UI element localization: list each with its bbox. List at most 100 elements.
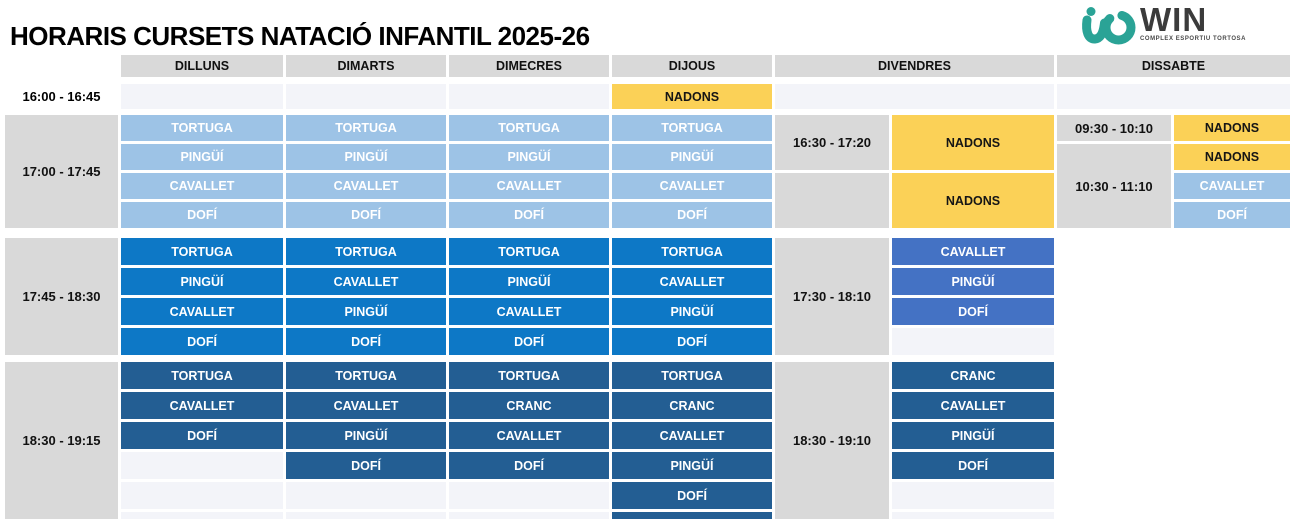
- course-cell: CAVALLET: [121, 298, 283, 325]
- time-cell: 17:45 - 18:30: [5, 238, 118, 355]
- course-cell: DOFÍ: [449, 328, 609, 355]
- course-cell: PINGÜÍ: [892, 422, 1054, 449]
- course-cell: TORTUGA: [449, 362, 609, 389]
- empty-cell: [449, 482, 609, 509]
- win-logo: WIN COMPLEX ESPORTIU TORTOSA: [1080, 1, 1246, 46]
- course-cell: DOFÍ: [449, 452, 609, 479]
- day-header: DIVENDRES: [775, 55, 1054, 77]
- course-cell: TORTUGA: [449, 238, 609, 265]
- course-cell: TORTUGA: [612, 238, 772, 265]
- empty-cell: [286, 512, 446, 519]
- course-cell: CAVALLET: [612, 422, 772, 449]
- course-cell: DOFÍ: [612, 328, 772, 355]
- course-cell: PINGÜÍ: [449, 268, 609, 295]
- time-cell: 10:30 - 11:10: [1057, 144, 1171, 228]
- course-cell: CRANC: [612, 392, 772, 419]
- course-cell: CAVALLET: [449, 173, 609, 199]
- course-cell: DOFÍ: [286, 452, 446, 479]
- course-cell: DOFÍ: [612, 202, 772, 228]
- course-cell: TORTUGA: [286, 238, 446, 265]
- course-cell: PINGÜÍ: [121, 268, 283, 295]
- course-cell: TORTUGA: [121, 362, 283, 389]
- course-cell: PINGÜÍ: [121, 144, 283, 170]
- course-cell: TORTUGA: [612, 115, 772, 141]
- empty-cell: [121, 84, 283, 109]
- course-cell: CAVALLET: [449, 422, 609, 449]
- course-cell: TORTUGA: [286, 115, 446, 141]
- logo-subtitle: COMPLEX ESPORTIU TORTOSA: [1140, 36, 1246, 43]
- course-cell: DOFÍ: [892, 452, 1054, 479]
- empty-cell: [612, 512, 772, 519]
- course-cell: TORTUGA: [449, 115, 609, 141]
- time-cell: 18:30 - 19:10: [775, 362, 889, 519]
- course-cell: NADONS: [892, 115, 1054, 170]
- course-cell: CAVALLET: [121, 173, 283, 199]
- day-header: DIMECRES: [449, 55, 609, 77]
- course-cell: CAVALLET: [121, 392, 283, 419]
- course-cell: NADONS: [612, 84, 772, 109]
- day-header: DILLUNS: [121, 55, 283, 77]
- time-cell: 16:00 - 16:45: [22, 89, 101, 104]
- course-cell: CAVALLET: [286, 173, 446, 199]
- day-header: DISSABTE: [1057, 55, 1290, 77]
- time-cell: 17:30 - 18:10: [775, 238, 889, 355]
- course-cell: CRANC: [449, 392, 609, 419]
- empty-cell: [892, 482, 1054, 509]
- course-cell: DOFÍ: [286, 328, 446, 355]
- course-cell: NADONS: [1174, 115, 1290, 141]
- course-cell: NADONS: [892, 173, 1054, 228]
- empty-cell: [121, 482, 283, 509]
- course-cell: TORTUGA: [286, 362, 446, 389]
- course-cell: CAVALLET: [1174, 173, 1290, 199]
- empty-cell: [1057, 84, 1290, 109]
- empty-cell: [892, 512, 1054, 519]
- empty-cell: [286, 482, 446, 509]
- time-cell: 17:00 - 17:45: [5, 115, 118, 228]
- course-cell: DOFÍ: [449, 202, 609, 228]
- course-cell: CAVALLET: [612, 173, 772, 199]
- course-cell: DOFÍ: [121, 422, 283, 449]
- course-cell: DOFÍ: [1174, 202, 1290, 228]
- course-cell: DOFÍ: [286, 202, 446, 228]
- empty-cell: [892, 328, 1054, 355]
- course-cell: DOFÍ: [892, 298, 1054, 325]
- course-cell: PINGÜÍ: [286, 298, 446, 325]
- time-cell: 16:30 - 17:20: [775, 115, 889, 170]
- course-cell: PINGÜÍ: [612, 144, 772, 170]
- empty-cell: [449, 84, 609, 109]
- course-cell: CAVALLET: [892, 392, 1054, 419]
- time-cell: [775, 173, 889, 228]
- empty-cell: [121, 452, 283, 479]
- course-cell: TORTUGA: [612, 362, 772, 389]
- course-cell: PINGÜÍ: [892, 268, 1054, 295]
- logo-text: WIN COMPLEX ESPORTIU TORTOSA: [1140, 1, 1246, 43]
- course-cell: PINGÜÍ: [449, 144, 609, 170]
- day-header: DIJOUS: [612, 55, 772, 77]
- course-cell: PINGÜÍ: [286, 144, 446, 170]
- course-cell: NADONS: [1174, 144, 1290, 170]
- course-cell: CAVALLET: [286, 268, 446, 295]
- empty-cell: [449, 512, 609, 519]
- course-cell: CAVALLET: [612, 268, 772, 295]
- course-cell: CAVALLET: [892, 238, 1054, 265]
- course-cell: CAVALLET: [286, 392, 446, 419]
- day-header: DIMARTS: [286, 55, 446, 77]
- course-cell: DOFÍ: [121, 202, 283, 228]
- logo-brand: WIN: [1140, 1, 1208, 38]
- course-cell: CAVALLET: [449, 298, 609, 325]
- course-cell: TORTUGA: [121, 238, 283, 265]
- page-title: HORARIS CURSETS NATACIÓ INFANTIL 2025-26: [10, 21, 590, 52]
- course-cell: DOFÍ: [612, 482, 772, 509]
- empty-cell: [286, 84, 446, 109]
- empty-cell: [775, 84, 1054, 109]
- win-logo-mark-icon: [1082, 7, 1136, 45]
- course-cell: PINGÜÍ: [612, 298, 772, 325]
- course-cell: TORTUGA: [121, 115, 283, 141]
- empty-cell: [121, 512, 283, 519]
- course-cell: PINGÜÍ: [612, 452, 772, 479]
- course-cell: CRANC: [892, 362, 1054, 389]
- course-cell: PINGÜÍ: [286, 422, 446, 449]
- time-cell: 18:30 - 19:15: [5, 362, 118, 519]
- time-cell: 09:30 - 10:10: [1057, 115, 1171, 141]
